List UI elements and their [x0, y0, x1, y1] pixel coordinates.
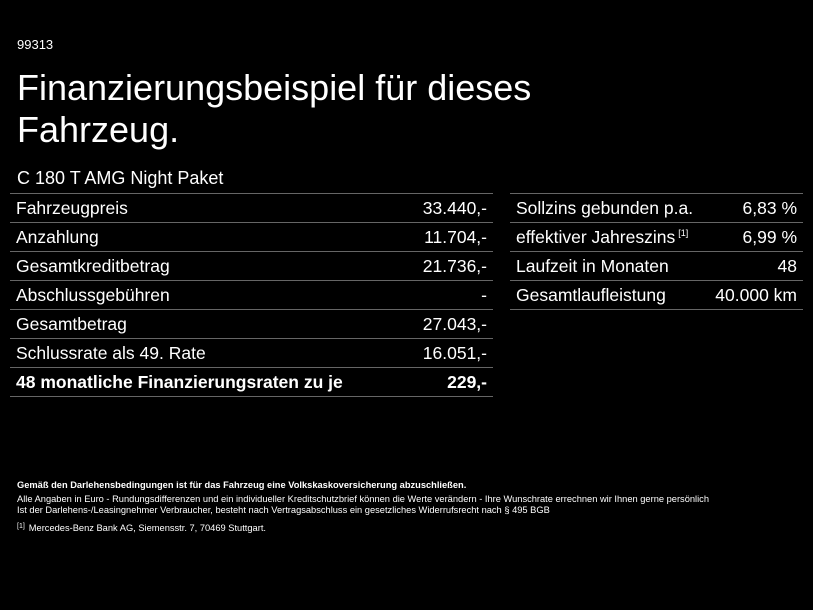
row-label: Laufzeit in Monaten — [516, 256, 669, 277]
table-row: Gesamtlaufleistung 40.000 km — [510, 281, 803, 310]
row-label: effektiver Jahreszins [1] — [516, 227, 688, 248]
row-label: Abschlussgebühren — [16, 285, 170, 306]
row-value: 229,- — [447, 371, 487, 392]
row-label: Gesamtkreditbetrag — [16, 256, 170, 277]
table-row: Gesamtbetrag 27.043,- — [10, 310, 493, 339]
rate-table: Sollzins gebunden p.a. 6,83 % effektiver J… — [510, 193, 803, 310]
row-label: 48 monatliche Finanzierungsraten zu je — [16, 372, 343, 393]
row-label: Gesamtlaufleistung — [516, 285, 666, 306]
title: Finanzierungsbeispiel für dieses Fahrzeu… — [17, 67, 532, 150]
row-label-text: Gesamtkreditbetrag — [16, 255, 170, 276]
row-label-text: Laufzeit in Monaten — [516, 255, 669, 276]
table-row: Fahrzeugpreis 33.440,- — [10, 194, 493, 223]
row-value: 27.043,- — [422, 313, 487, 334]
row-value: 33.440,- — [422, 197, 487, 218]
row-value: 40.000 km — [715, 284, 797, 305]
note-bold: Gemäß den Darlehensbedingungen ist für d… — [17, 480, 467, 490]
row-label: Gesamtbetrag — [16, 314, 127, 335]
footnote-marker: [1] — [17, 523, 25, 530]
footnote: [1] Mercedes-Benz Bank AG, Siemensstr. 7,… — [17, 523, 807, 533]
row-label-text: Fahrzeugpreis — [16, 197, 128, 218]
row-value: - — [481, 284, 487, 305]
table-row: Abschlussgebühren - — [10, 281, 493, 310]
model: C 180 T AMG Night Paket — [17, 168, 224, 188]
row-label-text: Gesamtlaufleistung — [516, 284, 666, 305]
row-label-text: 48 monatliche Finanzierungsraten zu je — [16, 371, 343, 392]
row-value: 48 — [777, 255, 797, 276]
table-row: 48 monatliche Finanzierungsraten zu je 22… — [10, 368, 493, 397]
row-label: Sollzins gebunden p.a. — [516, 198, 693, 219]
table-row: Anzahlung 11.704,- — [10, 223, 493, 252]
footnote-text: Mercedes-Benz Bank AG, Siemensstr. 7, 70… — [28, 523, 266, 533]
row-value: 21.736,- — [422, 255, 487, 276]
offer-id: 99313 — [17, 37, 54, 52]
row-label: Schlussrate als 49. Rate — [16, 343, 206, 364]
row-value: 6,83 % — [742, 197, 797, 218]
row-label-text: Anzahlung — [16, 226, 99, 247]
row-label-text: Schlussrate als 49. Rate — [16, 342, 206, 363]
row-value: 11.704,- — [424, 226, 487, 247]
row-value: 16.051,- — [422, 342, 487, 363]
row-label-text: Gesamtbetrag — [16, 313, 127, 334]
table-row: effektiver Jahreszins [1] 6,99 % — [510, 223, 803, 252]
note-line: Ist der Darlehens-/Leasingnehmer Verbrau… — [17, 505, 550, 515]
row-label: Anzahlung — [16, 227, 99, 248]
row-label-text: effektiver Jahreszins — [516, 226, 676, 247]
table-row: Laufzeit in Monaten 48 — [510, 252, 803, 281]
table-row: Schlussrate als 49. Rate 16.051,- — [10, 339, 493, 368]
row-label-text: Sollzins gebunden p.a. — [516, 197, 694, 218]
note-marker: [1] — [678, 227, 689, 238]
row-label: Fahrzeugpreis — [16, 198, 128, 219]
financing-table: Fahrzeugpreis 33.440,- Anzahlung 11.704,- Ge… — [10, 193, 493, 397]
notes: Gemäß den Darlehensbedingungen ist für d… — [17, 480, 807, 537]
note-line: Alle Angaben in Euro - Rundungsdifferenz… — [17, 494, 710, 504]
table-row: Gesamtkreditbetrag 21.736,- — [10, 252, 493, 281]
row-value: 6,99 % — [742, 226, 797, 247]
row-label-text: Abschlussgebühren — [16, 284, 170, 305]
table-row: Sollzins gebunden p.a. 6,83 % — [510, 194, 803, 223]
